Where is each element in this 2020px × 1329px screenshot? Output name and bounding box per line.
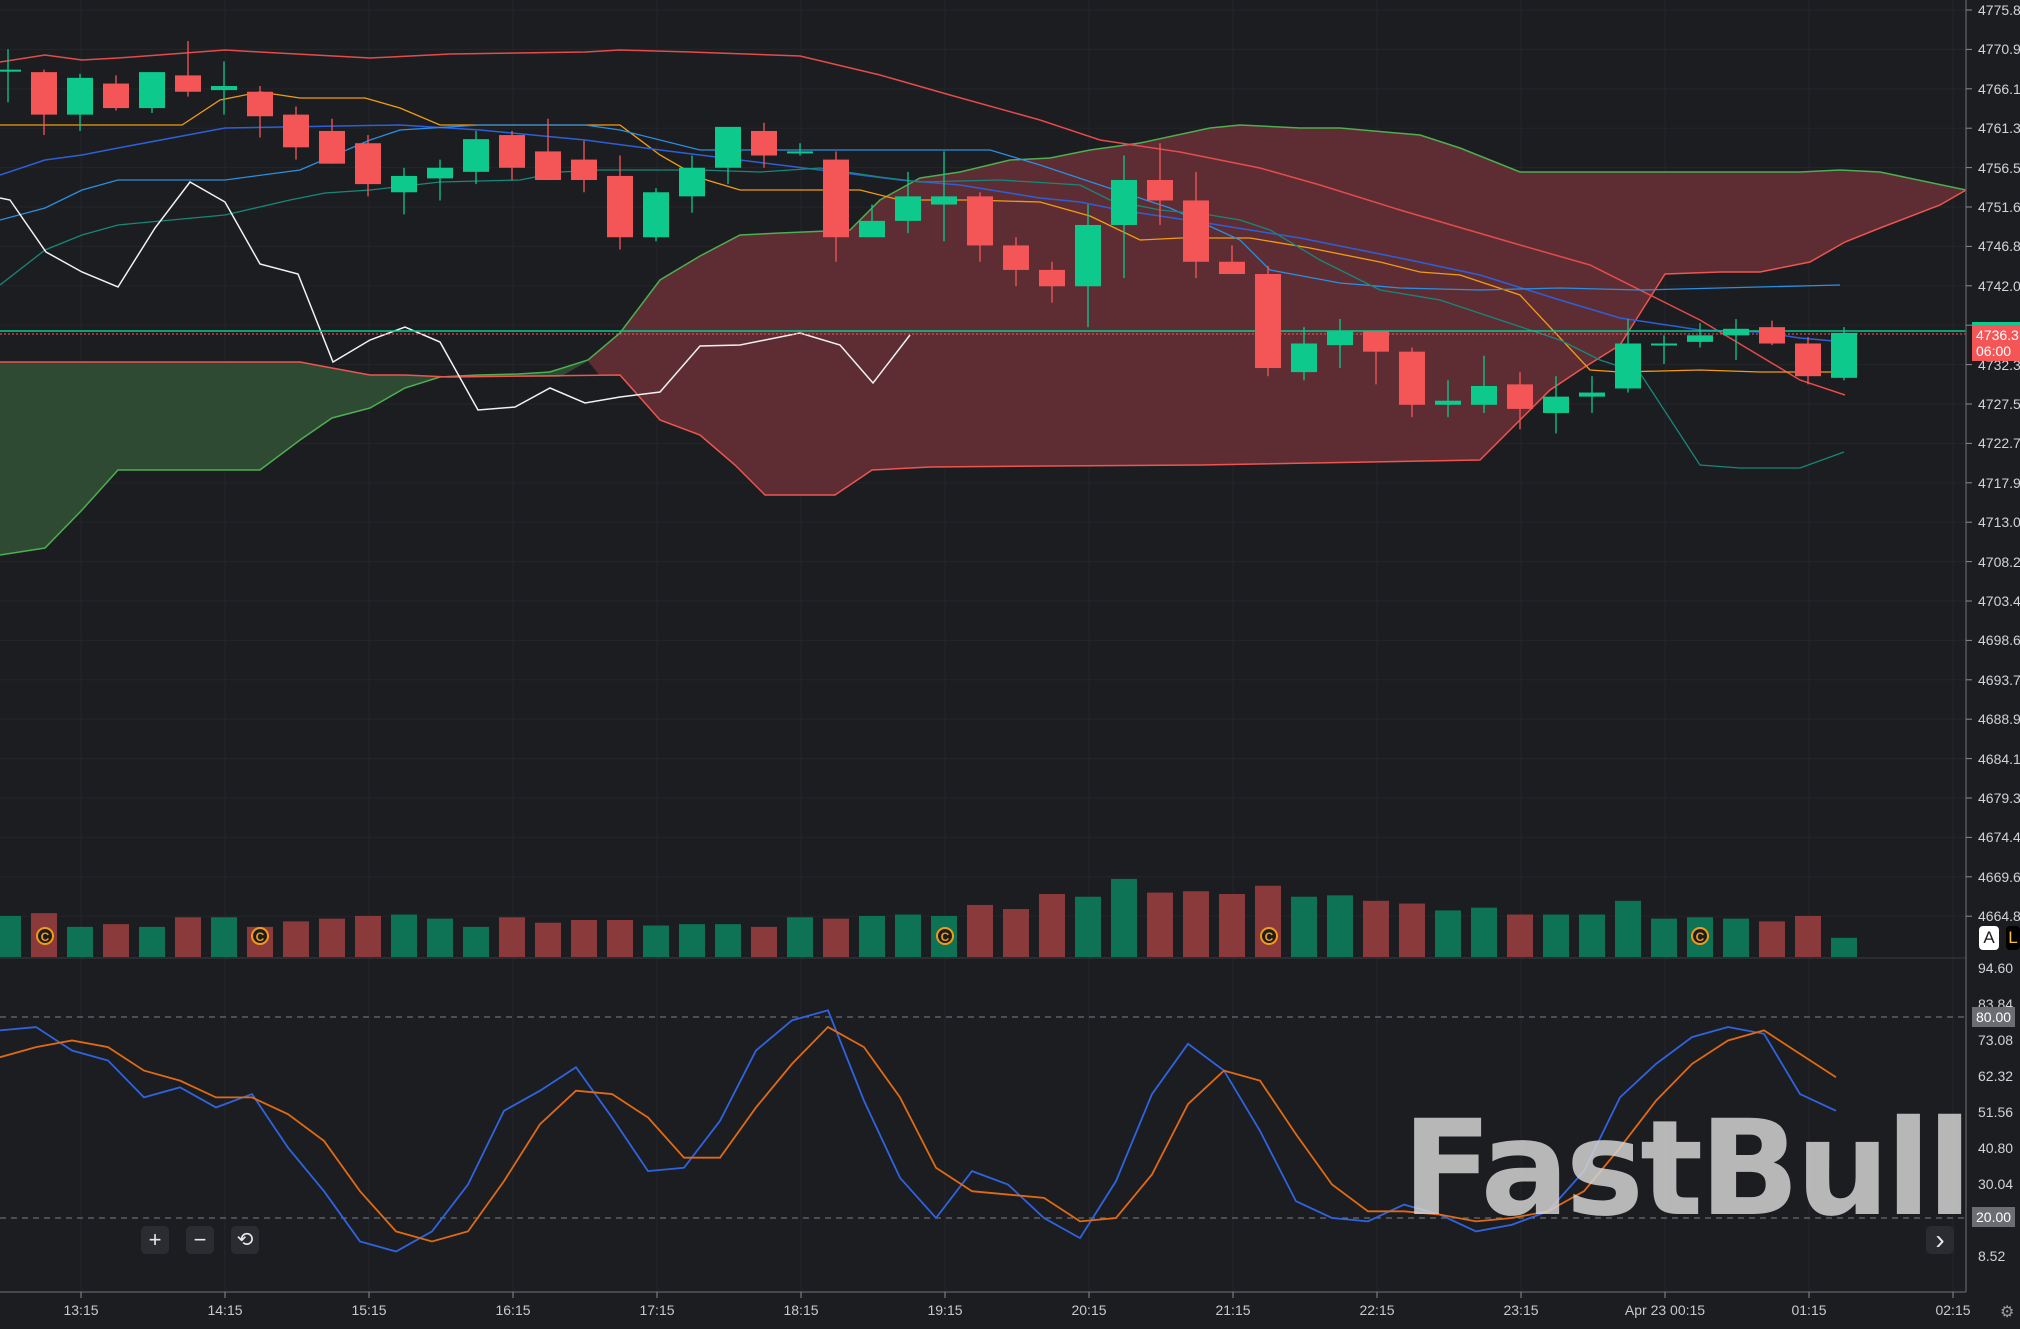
price-tick-label: 4770.9 — [1978, 41, 2020, 58]
price-tick-label: 4746.8 — [1978, 238, 2020, 255]
price-tick-label: 4766.1 — [1978, 80, 2020, 97]
price-tick-label: 4727.5 — [1978, 396, 2020, 412]
zoom-in-button[interactable]: + — [141, 1226, 169, 1254]
price-tick-label: 4761.3 — [1978, 120, 2020, 137]
axis-frame — [0, 0, 1972, 1298]
settings-gear-icon[interactable]: ⚙ — [2000, 1304, 2015, 1321]
svg-text:C: C — [1265, 930, 1274, 944]
price-tick-label: 4688.9 — [1978, 711, 2020, 728]
time-tick-label: 02:15 — [1935, 1302, 1971, 1318]
price-tick-label: 4679.3 — [1978, 790, 2020, 806]
ichimoku-cloud — [0, 124, 1967, 556]
price-tick-label: 4674.4 — [1978, 829, 2020, 846]
stoch-tick-label: 62.32 — [1978, 1068, 2014, 1085]
time-tick-label: 15:15 — [351, 1302, 387, 1318]
reset-chart-button[interactable]: ⟲ — [231, 1226, 259, 1254]
price-tick-label: 4698.6 — [1978, 632, 2020, 649]
price-tick-label: 4669.6 — [1978, 868, 2020, 885]
svg-text:C: C — [1696, 930, 1705, 944]
time-tick-label: 23:15 — [1503, 1302, 1539, 1318]
auto-scale-button[interactable]: A — [1979, 926, 1999, 950]
grid-lines — [0, 0, 1966, 1292]
stoch-upper-badge: 80.00 — [1972, 1007, 2016, 1027]
stoch-tick-label: 8.52 — [1978, 1248, 2006, 1265]
price-tick-label: 4708.2 — [1978, 553, 2020, 570]
price-tick-label: 4722.7 — [1978, 435, 2020, 452]
svg-text:C: C — [256, 930, 265, 944]
bar-countdown: 06:00 — [1976, 343, 2012, 359]
time-tick-label: 20:15 — [1071, 1302, 1107, 1318]
current-price-badge: 4736.3 06:00 — [1972, 322, 2020, 361]
time-tick-label: 01:15 — [1791, 1302, 1827, 1318]
price-tick-label: 4751.6 — [1978, 199, 2020, 215]
zoom-out-button[interactable]: − — [186, 1226, 214, 1254]
price-tick-label: 4693.7 — [1978, 671, 2020, 688]
price-tick-label: 4742.0 — [1978, 277, 2020, 294]
time-tick-label: 13:15 — [63, 1302, 99, 1318]
stoch-tick-label: 94.60 — [1978, 960, 2014, 977]
price-tick-label: 4664.8 — [1978, 908, 2020, 925]
current-price: 4736.3 — [1976, 327, 2019, 343]
stoch-tick-label: 30.04 — [1978, 1176, 2014, 1193]
stoch-tick-label: 51.56 — [1978, 1104, 2014, 1121]
time-tick-label: 17:15 — [639, 1302, 675, 1318]
time-tick-label: 16:15 — [495, 1302, 531, 1318]
time-tick-label: 19:15 — [927, 1302, 963, 1318]
stoch-tick-label: 73.08 — [1978, 1032, 2014, 1049]
price-tick-label: 4713.0 — [1978, 514, 2020, 531]
stoch-tick-label: 40.80 — [1978, 1140, 2014, 1157]
svg-text:C: C — [41, 930, 50, 944]
watermark-logo: FastBull — [1402, 1092, 1972, 1246]
candlesticks — [0, 41, 1857, 434]
time-tick-label: 14:15 — [207, 1302, 243, 1318]
price-tick-label: 4775.8 — [1978, 2, 2020, 18]
svg-text:C: C — [941, 930, 950, 944]
time-tick-label: Apr 23 00:15 — [1624, 1302, 1706, 1318]
stoch-lower-badge: 20.00 — [1972, 1207, 2016, 1227]
time-tick-label: 22:15 — [1359, 1302, 1395, 1318]
scroll-right-button[interactable]: › — [1926, 1226, 1954, 1254]
price-tick-label: 4684.1 — [1978, 750, 2020, 767]
time-tick-label: 21:15 — [1215, 1302, 1251, 1318]
price-tick-label: 4756.5 — [1978, 159, 2020, 176]
price-tick-label: 4717.9 — [1978, 474, 2020, 491]
price-tick-label: 4703.4 — [1978, 593, 2020, 609]
indicator-lines — [0, 49, 1966, 469]
log-scale-button[interactable]: L — [2006, 926, 2020, 950]
time-tick-label: 18:15 — [783, 1302, 819, 1318]
stochastic-oscillator — [0, 957, 1966, 1253]
